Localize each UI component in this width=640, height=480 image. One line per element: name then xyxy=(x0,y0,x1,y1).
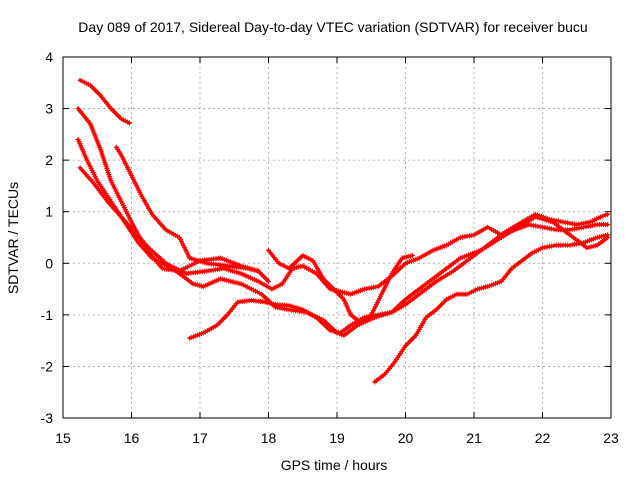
series-track-7 xyxy=(187,211,611,341)
plot-frame xyxy=(62,56,612,419)
y-tick-label: 0 xyxy=(45,255,53,271)
y-axis-label: SDTVAR / TECUs xyxy=(5,182,21,294)
data-point-marker xyxy=(604,222,611,228)
x-tick-label: 19 xyxy=(329,430,345,446)
data-point-marker xyxy=(265,278,272,284)
y-tick-label: -2 xyxy=(41,358,54,374)
x-axis-label: GPS time / hours xyxy=(281,457,388,473)
y-tick-label: 4 xyxy=(45,49,53,65)
data-point-marker xyxy=(598,214,604,220)
y-tick-label: 2 xyxy=(45,152,53,168)
x-tick-label: 20 xyxy=(398,430,414,446)
x-tick-label: 22 xyxy=(535,430,551,446)
data-point-marker xyxy=(255,268,261,274)
x-tick-label: 23 xyxy=(603,430,619,446)
y-tick-label: 3 xyxy=(45,101,53,117)
data-point-marker xyxy=(126,120,133,126)
data-series xyxy=(75,77,611,385)
data-point-marker xyxy=(602,212,608,218)
chart-title: Day 089 of 2017, Sidereal Day-to-day VTE… xyxy=(78,19,587,35)
series-track-5 xyxy=(113,144,261,274)
x-tick-label: 16 xyxy=(124,430,140,446)
data-point-marker xyxy=(600,213,606,219)
y-tick-label: 1 xyxy=(45,204,53,220)
data-point-marker xyxy=(409,252,415,259)
x-tick-label: 18 xyxy=(261,430,277,446)
y-tick-label: -3 xyxy=(41,410,54,426)
x-tick-label: 21 xyxy=(466,430,482,446)
x-tick-label: 17 xyxy=(192,430,208,446)
data-point-marker xyxy=(604,232,611,238)
series-track-4 xyxy=(77,165,611,297)
data-point-marker xyxy=(604,211,611,217)
series-track-1 xyxy=(77,77,133,126)
x-tick-label: 15 xyxy=(55,430,71,446)
series-track-8 xyxy=(372,232,611,385)
y-tick-label: -1 xyxy=(41,307,54,323)
series-track-6 xyxy=(265,247,415,326)
